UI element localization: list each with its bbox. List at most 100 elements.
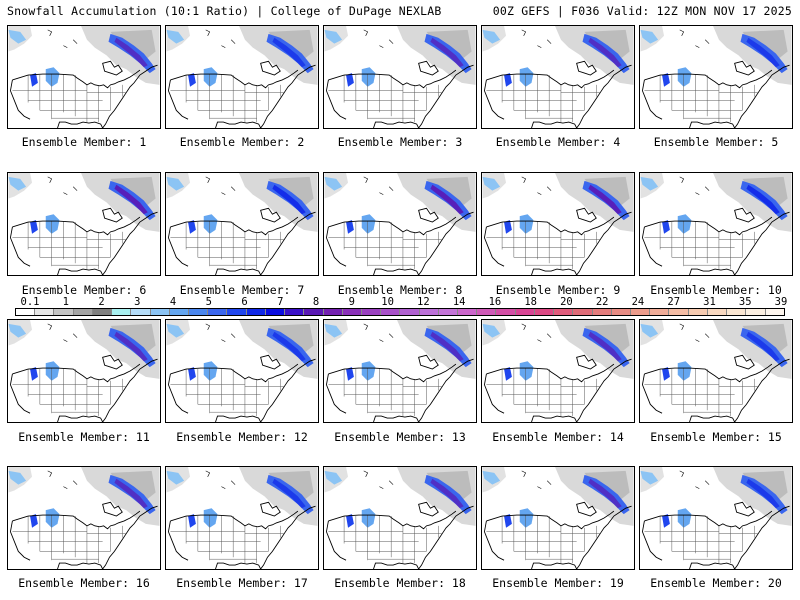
color-scale-swatch [400, 309, 420, 315]
color-scale-swatch [323, 309, 343, 315]
snow-band-core [114, 37, 148, 68]
country-border [644, 216, 773, 236]
ensemble-map-panel [323, 172, 477, 276]
rockies-snow [361, 508, 376, 528]
color-scale-swatch [150, 309, 170, 315]
country-border [486, 69, 615, 89]
snow-band-light [324, 176, 343, 191]
coastline [483, 505, 632, 569]
rockies-snow [188, 367, 196, 381]
great-lakes [102, 207, 123, 223]
rockies-snow [677, 361, 692, 381]
great-lakes [102, 354, 123, 370]
coastline [9, 64, 158, 128]
ensemble-map-panel [639, 466, 793, 570]
snow-band-core [430, 184, 464, 215]
color-scale-swatch [54, 309, 74, 315]
ensemble-member-label: Ensemble Member: 12 [176, 430, 308, 444]
snow-cover-gray [426, 29, 472, 60]
rockies-snow [45, 214, 60, 234]
snow-band-core [588, 37, 622, 68]
color-scale-swatch [16, 309, 36, 315]
rockies-snow [188, 514, 196, 528]
great-lakes [260, 60, 281, 76]
country-border [12, 510, 141, 530]
ensemble-map-panel [323, 25, 477, 129]
color-scale-label: 27 [667, 296, 681, 308]
great-lakes [260, 207, 281, 223]
snow-band-core [588, 331, 622, 362]
country-border [12, 363, 141, 383]
color-scale-label: 5 [205, 296, 212, 308]
snow-band-light [166, 29, 185, 44]
snow-band-light [166, 470, 185, 485]
color-scale-swatch [611, 309, 631, 315]
snow-band-light [8, 176, 27, 191]
snow-band-light [8, 323, 27, 338]
coastline [325, 358, 474, 422]
coastline [641, 211, 790, 275]
islands [521, 176, 552, 195]
country-border [12, 69, 141, 89]
snow-cover-gray [584, 29, 630, 60]
rockies-snow [45, 67, 60, 87]
rockies-snow [519, 67, 534, 87]
ensemble-member-label: Ensemble Member: 4 [495, 135, 621, 149]
color-scale-swatch [592, 309, 612, 315]
color-scale-label: 7 [277, 296, 284, 308]
snow-cover-gray [742, 470, 788, 501]
rockies-snow [203, 508, 218, 528]
color-scale-swatch [669, 309, 689, 315]
color-scale-label: 16 [488, 296, 502, 308]
rockies-snow [346, 514, 354, 528]
color-scale-label: 20 [560, 296, 573, 308]
country-border [486, 363, 615, 383]
great-lakes [102, 501, 123, 517]
country-border [486, 510, 615, 530]
islands [205, 176, 236, 195]
color-scale-label: 39 [774, 296, 788, 308]
ensemble-member-label: Ensemble Member: 5 [653, 135, 779, 149]
ensemble-member-label: Ensemble Member: 7 [179, 283, 305, 297]
color-scale-swatch [342, 309, 362, 315]
coastline [641, 64, 790, 128]
great-lakes [102, 60, 123, 76]
color-scale-label: 18 [524, 296, 537, 308]
snow-band-light [640, 29, 659, 44]
snow-band-light [324, 323, 343, 338]
islands [521, 323, 552, 342]
ensemble-map-panel [481, 319, 635, 423]
rockies-snow [30, 73, 38, 87]
rockies-snow [361, 214, 376, 234]
color-scale-swatch [361, 309, 382, 315]
snow-band-light [640, 470, 659, 485]
snow-band-core [746, 478, 780, 509]
rockies-snow [519, 361, 534, 381]
color-scale-swatch [727, 309, 747, 315]
snow-band-light [640, 323, 659, 338]
country-border [328, 363, 457, 383]
rockies-snow [45, 508, 60, 528]
islands [363, 470, 394, 489]
country-border [170, 363, 299, 383]
rockies-snow [662, 73, 670, 87]
rockies-snow [203, 214, 218, 234]
snow-band-core [114, 331, 148, 362]
rockies-snow [30, 514, 38, 528]
islands [47, 470, 78, 489]
snow-cover-gray [110, 470, 156, 501]
coastline [641, 358, 790, 422]
great-lakes [576, 501, 597, 517]
ensemble-member-label: Ensemble Member: 8 [337, 283, 463, 297]
snow-band-light [324, 470, 343, 485]
ensemble-member-label: Ensemble Member: 9 [495, 283, 621, 297]
snow-band-core [272, 331, 306, 362]
color-scale-swatch [707, 309, 728, 315]
color-scale-swatch [285, 309, 305, 315]
color-scale-label: 12 [417, 296, 430, 308]
snow-cover-gray [426, 470, 472, 501]
rockies-snow [504, 367, 512, 381]
islands [363, 176, 394, 195]
color-scale-swatch [534, 309, 555, 315]
rockies-snow [30, 220, 38, 234]
